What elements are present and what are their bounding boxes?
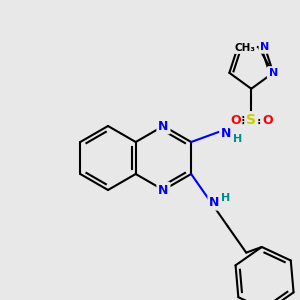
Text: N: N (221, 127, 231, 140)
Text: N: N (209, 196, 220, 209)
Text: CH₃: CH₃ (235, 43, 256, 53)
Text: N: N (158, 184, 169, 196)
Text: N: N (158, 119, 169, 133)
Text: H: H (221, 193, 230, 203)
Text: O: O (230, 114, 241, 127)
Text: S: S (246, 113, 256, 127)
Text: O: O (262, 114, 273, 127)
Text: N: N (268, 68, 278, 78)
Text: H: H (232, 134, 242, 144)
Text: N: N (260, 42, 269, 52)
